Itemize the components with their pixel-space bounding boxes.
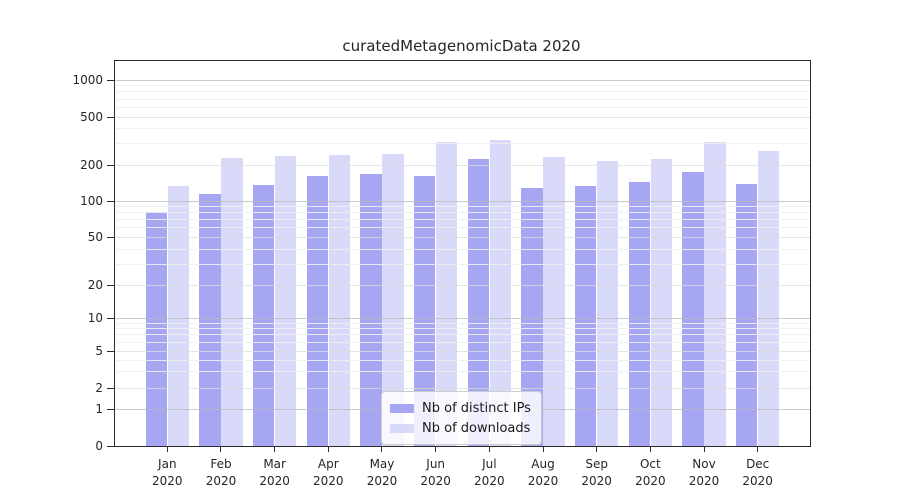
bar-nb-of-downloads-oct: [650, 158, 673, 446]
x-tick-label-dec: Dec 2020: [742, 457, 773, 488]
legend-entry-downloads: Nb of downloads: [390, 418, 531, 438]
plot-area: Jan 2020 Feb 2020 Mar 2020 Apr 2020 May 2020 Jun 20…: [72, 60, 811, 488]
x-tick-aug: [542, 447, 544, 452]
y-tick-label-50: 50: [87, 230, 103, 244]
bar-nb-of-distinct-ips-apr: [306, 176, 329, 446]
bar-nb-of-distinct-ips-jul: [467, 159, 490, 446]
y-tick-200: [107, 164, 114, 166]
y-tick-label-500: 500: [80, 109, 103, 124]
x-tick-label-mar: Mar 2020: [259, 457, 290, 488]
x-tick-jul: [488, 447, 490, 452]
y-tick-20: [107, 285, 114, 286]
bar-nb-of-distinct-ips-aug: [521, 188, 543, 446]
bar-nb-of-downloads-sep: [596, 160, 619, 446]
y-tick-5: [107, 350, 114, 352]
x-tick-feb: [220, 447, 222, 452]
x-tick-sep: [596, 447, 598, 452]
legend-swatch-downloads: [390, 423, 414, 433]
y-tick-50: [107, 237, 114, 238]
x-tick-label-apr: Apr 2020: [313, 457, 344, 488]
legend-swatch-distinct-ips: [390, 403, 414, 413]
x-tick-apr: [327, 447, 329, 452]
y-tick-label-0: 0: [95, 439, 103, 453]
y-tick-label-1000: 1000: [72, 72, 103, 87]
x-tick-label-feb: Feb 2020: [205, 457, 237, 488]
y-tick-100: [107, 200, 114, 202]
x-tick-dec: [757, 447, 759, 452]
x-tick-label-jan: Jan 2020: [152, 457, 183, 488]
bar-nb-of-distinct-ips-oct: [628, 181, 651, 446]
legend: Nb of distinct IPs Nb of downloads: [381, 391, 542, 445]
bar-nb-of-distinct-ips-feb: [199, 194, 221, 446]
gridline-minor-400: [115, 128, 810, 130]
y-tick-label-100: 100: [80, 193, 103, 208]
gridline-minor-900: [115, 85, 810, 87]
y-tick-label-1: 1: [95, 401, 103, 416]
x-tick-nov: [703, 447, 705, 452]
x-tick-label-oct: Oct 2020: [635, 457, 666, 488]
gridline-minor-600: [115, 106, 810, 108]
bar-nb-of-downloads-jan: [167, 185, 190, 446]
legend-label-distinct-ips: Nb of distinct IPs: [422, 400, 531, 416]
y-tick-label-10: 10: [87, 310, 103, 325]
bar-nb-of-downloads-apr: [328, 155, 351, 446]
y-tick-label-5: 5: [95, 343, 103, 358]
bar-nb-of-distinct-ips-jun: [413, 176, 436, 446]
x-tick-may: [381, 447, 383, 452]
x-tick-jun: [435, 447, 437, 452]
gridline-minor-800: [115, 91, 810, 93]
bar-nb-of-downloads-dec: [757, 150, 780, 446]
y-tick-2: [107, 388, 114, 389]
y-tick-10: [107, 317, 114, 319]
x-tick-label-jul: Jul 2020: [474, 457, 505, 488]
y-tick-label-200: 200: [80, 157, 103, 172]
x-tick-oct: [649, 447, 651, 452]
bar-nb-of-downloads-aug: [543, 157, 565, 446]
bar-nb-of-distinct-ips-mar: [252, 184, 275, 446]
x-tick-label-aug: Aug 2020: [527, 457, 559, 488]
bar-nb-of-distinct-ips-dec: [735, 184, 758, 446]
chart-title: curatedMetagenomicData 2020: [342, 37, 581, 55]
x-tick-label-sep: Sep 2020: [581, 457, 612, 488]
bar-nb-of-downloads-nov: [704, 141, 726, 446]
gridline-500: [115, 116, 810, 118]
legend-entry-distinct-ips: Nb of distinct IPs: [390, 398, 531, 418]
x-tick-label-jun: Jun 2020: [420, 457, 451, 488]
bar-nb-of-downloads-jul: [489, 139, 512, 446]
bar-nb-of-distinct-ips-may: [360, 174, 382, 446]
y-tick-1000: [107, 79, 114, 81]
gridline-1000: [115, 79, 810, 81]
y-tick-label-2: 2: [95, 381, 103, 395]
bar-nb-of-downloads-jun: [435, 142, 458, 446]
legend-label-downloads: Nb of downloads: [422, 420, 531, 436]
bar-nb-of-downloads-may: [382, 154, 404, 446]
x-tick-mar: [274, 447, 276, 452]
x-tick-label-may: May 2020: [366, 457, 398, 488]
bar-nb-of-downloads-mar: [274, 155, 297, 446]
bar-nb-of-distinct-ips-jan: [145, 212, 168, 446]
y-tick-1: [107, 408, 114, 410]
x-tick-jan: [166, 447, 168, 452]
x-tick-label-nov: Nov 2020: [688, 457, 720, 488]
y-tick-500: [107, 116, 114, 118]
y-tick-label-20: 20: [87, 278, 103, 292]
y-tick-0: [107, 446, 114, 447]
bar-nb-of-distinct-ips-nov: [682, 172, 704, 446]
gridline-minor-700: [115, 98, 810, 100]
bar-nb-of-distinct-ips-sep: [574, 186, 597, 446]
bar-nb-of-downloads-feb: [221, 158, 243, 446]
